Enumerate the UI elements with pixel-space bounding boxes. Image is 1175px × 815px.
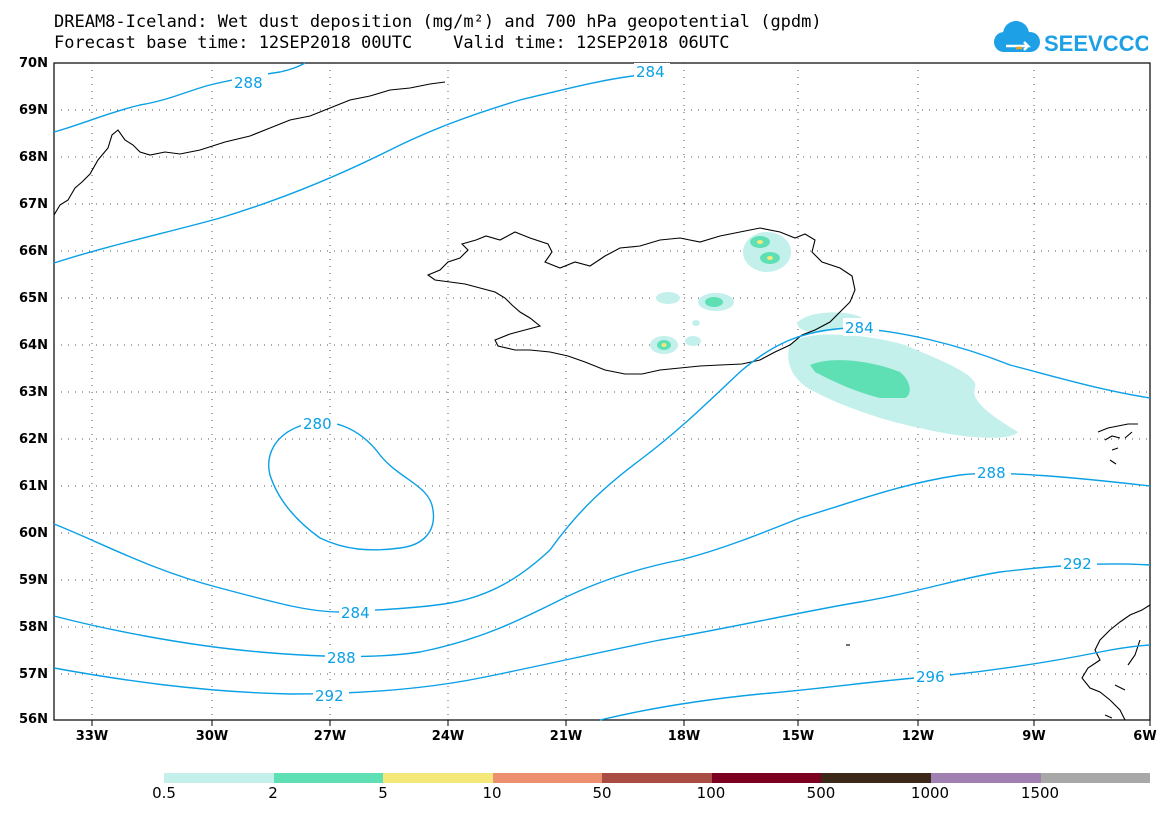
scotland-coast (1081, 604, 1151, 721)
iceland-coast (426, 227, 856, 375)
colorbar-swatch (492, 773, 603, 783)
colorbar-label: 10 (482, 784, 502, 802)
lon-label: 12W (901, 729, 935, 744)
lat-label: 59N (19, 573, 48, 588)
lon-label: 15W (781, 729, 815, 744)
colorbar-swatch (602, 773, 712, 783)
lat-label: 57N (19, 667, 48, 682)
contour-label: 284 (636, 63, 665, 81)
contour-label: 296 (916, 668, 945, 686)
colorbar-label: 500 (806, 784, 836, 802)
lat-label: 62N (19, 432, 48, 447)
lat-label: 69N (19, 103, 48, 118)
lat-label: 60N (19, 526, 48, 541)
lon-label: 21W (549, 729, 583, 744)
lon-label: 6W (1133, 729, 1157, 744)
contour-288-south (53, 472, 1151, 658)
lat-label: 61N (19, 479, 48, 494)
lat-label: 63N (19, 385, 48, 400)
colorbar-swatch (711, 773, 822, 783)
contour-label: 288 (327, 649, 356, 667)
colorbar-label: 5 (378, 784, 388, 802)
contour-label: 284 (341, 604, 370, 622)
seevccc-logo: SEEVCCC (994, 21, 1148, 56)
colorbar-label: 0.5 (152, 784, 176, 802)
colorbar-swatch (1040, 773, 1151, 783)
lat-label: 68N (19, 150, 48, 165)
colorbar-swatch (821, 773, 931, 783)
colorbar (164, 773, 1151, 783)
contour-label: 288 (977, 464, 1006, 482)
faroe-coast (1097, 423, 1138, 465)
colorbar-swatch (383, 773, 493, 783)
colorbar-label: 1500 (1020, 784, 1060, 802)
colorbar-swatch (930, 773, 1041, 783)
lon-label: 9W (1022, 729, 1046, 744)
lon-label: 33W (75, 729, 109, 744)
colorbar-swatch (164, 773, 274, 783)
coastlines (53, 81, 1151, 721)
graticule (54, 63, 1150, 720)
lon-label: 24W (431, 729, 465, 744)
colorbar-label: 2 (268, 784, 278, 802)
greenland-coast (53, 81, 446, 216)
contour-280 (268, 421, 435, 551)
dust-deposition-field (650, 232, 1018, 438)
cloud-icon (994, 21, 1040, 52)
colorbar-label: 50 (592, 784, 612, 802)
contour-label-group: 288 284 280 284 288 292 284 288 292 296 (232, 63, 1097, 705)
lat-label: 65N (19, 291, 48, 306)
contour-label: 284 (845, 319, 874, 337)
lat-label: 58N (19, 620, 48, 635)
lon-label: 27W (313, 729, 347, 744)
map-title: DREAM8-Iceland: Wet dust deposition (mg/… (54, 12, 822, 32)
colorbar-label: 100 (696, 784, 726, 802)
lon-label: 30W (195, 729, 229, 744)
colorbar-swatch (273, 773, 384, 783)
contour-label: 292 (315, 687, 344, 705)
contour-label: 280 (303, 415, 332, 433)
contour-label: 288 (234, 74, 263, 92)
lat-label: 64N (19, 338, 48, 353)
lat-label: 56N (19, 712, 48, 727)
lat-label: 66N (19, 244, 48, 259)
contour-label: 292 (1063, 555, 1092, 573)
contour-284-south (53, 327, 1151, 613)
contour-292 (53, 563, 1151, 695)
lon-label: 18W (667, 729, 701, 744)
logo-text: SEEVCCC (1044, 31, 1148, 56)
tick-marks (91, 720, 1151, 726)
colorbar-label: 1000 (910, 784, 950, 802)
map-subtitle: Forecast base time: 12SEP2018 00UTC Vali… (54, 33, 730, 53)
lat-label: 70N (19, 56, 48, 71)
lat-label: 67N (19, 197, 48, 212)
contour-288-north (53, 62, 306, 133)
